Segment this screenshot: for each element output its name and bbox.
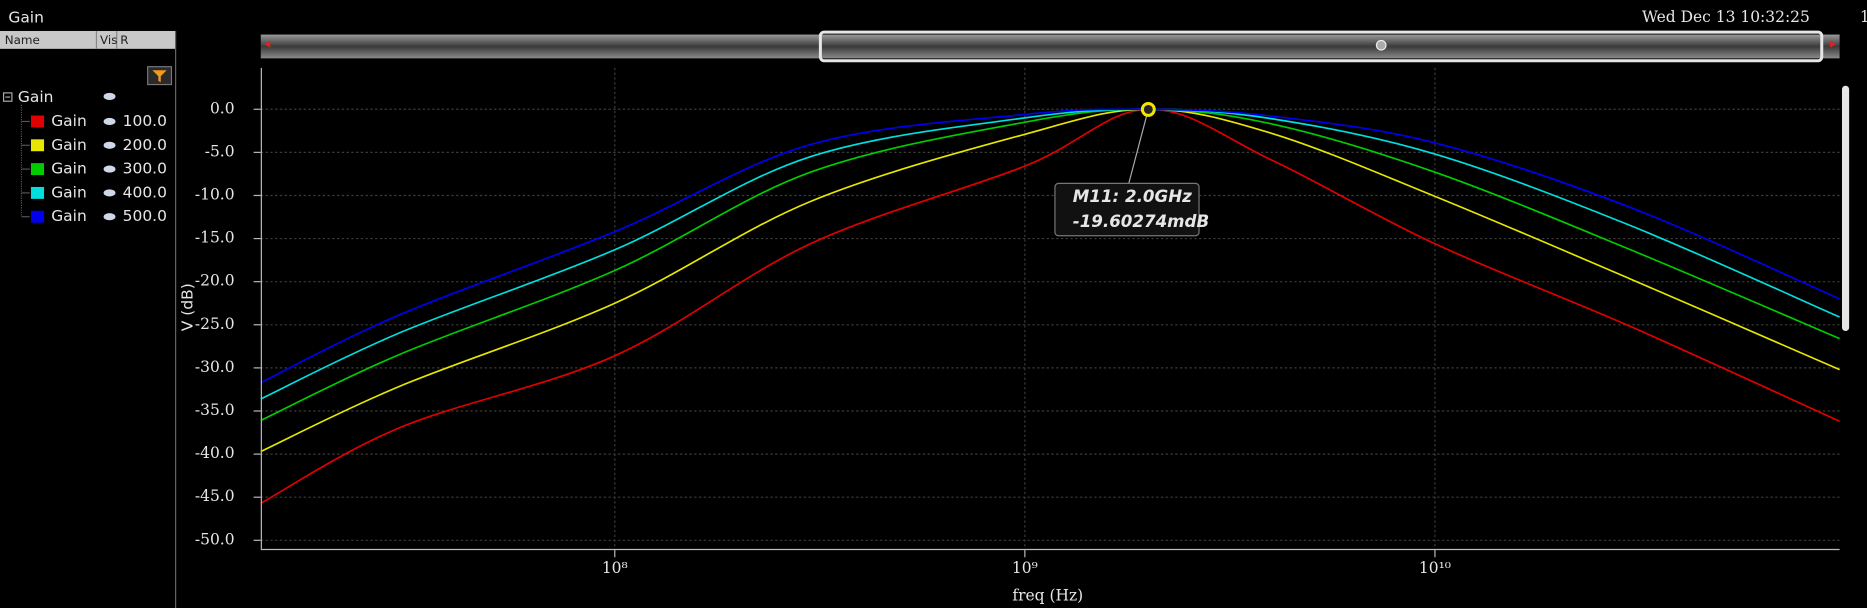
y-tick-label: -45.0 bbox=[195, 487, 235, 505]
legend-swatch bbox=[30, 115, 45, 128]
marker-label: M11: 2.0GHz bbox=[1073, 187, 1192, 206]
series-line bbox=[260, 108, 1840, 504]
overview-handle[interactable] bbox=[1375, 39, 1387, 51]
y-tick-label: -35.0 bbox=[195, 401, 235, 419]
series-line bbox=[260, 108, 1840, 400]
x-tick-label: 10⁹ bbox=[1012, 559, 1038, 577]
marker-point[interactable] bbox=[1140, 101, 1156, 117]
legend-swatch bbox=[30, 210, 45, 223]
legend-name: Gain bbox=[51, 112, 87, 130]
legend-value: 500.0 bbox=[123, 207, 167, 225]
y-tick-label: -15.0 bbox=[195, 229, 235, 247]
legend-value: 100.0 bbox=[123, 112, 167, 130]
marker-value: -19.60274mdB bbox=[1073, 212, 1209, 231]
marker-leader bbox=[1128, 109, 1149, 184]
scrollbar[interactable] bbox=[1841, 85, 1850, 332]
y-tick-label: -5.0 bbox=[205, 142, 235, 160]
legend-value: 300.0 bbox=[123, 160, 167, 178]
y-tick-label: 0.0 bbox=[210, 99, 235, 117]
corner-label: 1 bbox=[1860, 8, 1867, 26]
y-tick-label: -20.0 bbox=[195, 272, 235, 290]
y-tick-label: -30.0 bbox=[195, 358, 235, 376]
x-tick-label: 10¹⁰ bbox=[1419, 559, 1451, 577]
visibility-icon[interactable] bbox=[103, 213, 116, 221]
window-title: Gain bbox=[8, 8, 44, 26]
header-vis: Vis bbox=[100, 33, 117, 47]
x-axis-label: freq (Hz) bbox=[1012, 587, 1083, 605]
x-tick-label: 10⁸ bbox=[602, 559, 628, 577]
overview-bar bbox=[260, 34, 1840, 59]
series-line bbox=[260, 108, 1840, 384]
legend: Gain 100.0 Gain 200.0 Gain 300.0 Gain 400.0 Gain… bbox=[21, 112, 167, 225]
visibility-icon[interactable] bbox=[103, 141, 116, 149]
series-line bbox=[260, 108, 1840, 422]
legend-value: 400.0 bbox=[123, 183, 167, 201]
y-tick-label: -10.0 bbox=[195, 185, 235, 203]
legend-swatch bbox=[30, 163, 45, 176]
legend-value: 200.0 bbox=[123, 136, 167, 154]
header-name: Name bbox=[5, 33, 40, 47]
legend-name: Gain bbox=[51, 183, 87, 201]
datetime: Wed Dec 13 10:32:25 bbox=[1642, 8, 1810, 26]
visibility-icon[interactable] bbox=[103, 165, 116, 173]
plot-area: 0.0 -5.0 -10.0 -15.0 -20.0 -25.0 -30.0 -35.0 -40… bbox=[195, 67, 1840, 577]
tree-root: Gain bbox=[18, 88, 54, 106]
legend-swatch bbox=[30, 186, 45, 199]
legend-swatch bbox=[30, 139, 45, 152]
legend-name: Gain bbox=[51, 136, 87, 154]
legend-name: Gain bbox=[51, 207, 87, 225]
collapse-icon[interactable] bbox=[2, 92, 13, 102]
y-axis-label: V (dB) bbox=[179, 283, 197, 331]
panel-header bbox=[0, 30, 176, 49]
y-tick-label: -25.0 bbox=[195, 315, 235, 333]
filter-icon bbox=[152, 70, 167, 83]
visibility-icon[interactable] bbox=[103, 92, 116, 101]
y-tick-label: -50.0 bbox=[195, 530, 235, 548]
y-tick-label: -40.0 bbox=[195, 444, 235, 462]
header-r: R bbox=[120, 33, 128, 47]
series-line bbox=[260, 108, 1840, 453]
marker-box bbox=[1054, 182, 1200, 237]
visibility-icon[interactable] bbox=[103, 117, 116, 126]
overview-window[interactable] bbox=[818, 30, 1824, 63]
legend-name: Gain bbox=[51, 160, 87, 178]
visibility-icon[interactable] bbox=[103, 189, 116, 197]
